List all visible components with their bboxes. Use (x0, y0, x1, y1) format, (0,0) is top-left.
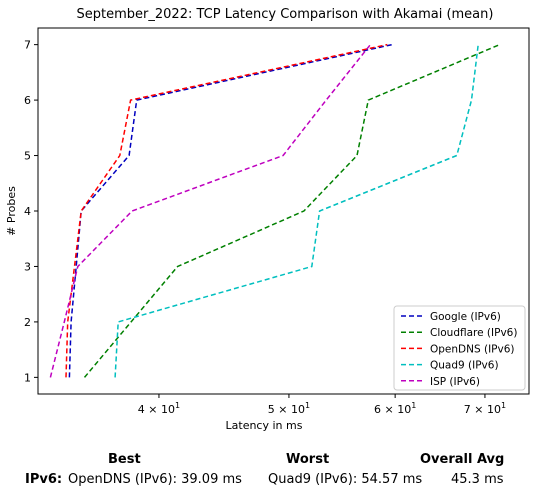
y-tick-label: 3 (24, 260, 31, 273)
y-axis-label: # Probes (5, 186, 18, 236)
series-line-2 (83, 43, 500, 378)
x-tick-label: 5 × 101 (268, 401, 310, 416)
x-tick-label: 6 × 101 (374, 401, 416, 416)
x-axis-label: Latency in ms (226, 419, 303, 432)
latency-chart: September_2022: TCP Latency Comparison w… (5, 7, 530, 432)
y-axis: 1 2 3 4 5 6 7 (24, 39, 38, 384)
y-tick-label: 6 (24, 94, 31, 107)
summary-row-label: IPv6: (25, 472, 63, 487)
legend-entry: OpenDNS (IPv6) (430, 343, 515, 355)
x-tick-label: 4 × 101 (138, 401, 180, 416)
summary-worst-value: Quad9 (IPv6): 54.57 ms (268, 472, 423, 487)
y-tick-label: 7 (24, 39, 31, 52)
legend-entry: ISP (IPv6) (430, 376, 480, 388)
x-tick-label: 7 × 101 (464, 401, 506, 416)
legend-frame (393, 305, 526, 391)
y-tick-label: 5 (24, 150, 31, 163)
series-line-3 (65, 43, 388, 378)
series-line-4 (114, 44, 479, 378)
legend-entry: Cloudflare (IPv6) (430, 327, 517, 339)
chart-title: September_2022: TCP Latency Comparison w… (77, 7, 494, 22)
x-axis: 4 × 101 5 × 101 6 × 101 7 × 101 (138, 394, 506, 416)
summary-best-header: Best (108, 452, 141, 467)
legend: Google (IPv6) Cloudflare (IPv6) OpenDNS (I… (393, 305, 526, 391)
summary-avg-header: Overall Avg (420, 452, 505, 467)
series-lines (49, 43, 500, 378)
legend-entry: Google (IPv6) (430, 311, 501, 323)
summary-worst-header: Worst (286, 452, 330, 467)
series-line-5 (49, 44, 371, 378)
y-tick-label: 1 (24, 371, 31, 384)
y-tick-label: 4 (24, 205, 31, 218)
y-tick-label: 2 (24, 316, 31, 329)
summary-avg-value: 45.3 ms (451, 472, 504, 487)
series-line-1 (68, 43, 393, 378)
summary-best-value: OpenDNS (IPv6): 39.09 ms (68, 472, 242, 487)
legend-entry: Quad9 (IPv6) (430, 360, 499, 372)
